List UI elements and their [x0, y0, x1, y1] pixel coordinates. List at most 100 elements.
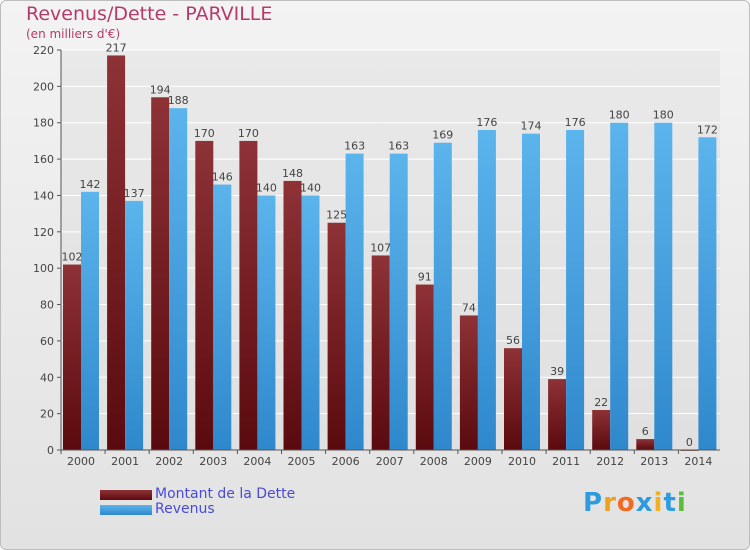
bar-revenus — [477, 130, 496, 450]
bar-debt-value-label: 217 — [106, 41, 127, 54]
bar-revenus — [169, 108, 188, 450]
x-tick-label: 2008 — [420, 455, 448, 468]
chart-title: Revenus/Dette - PARVILLE — [26, 3, 273, 25]
bar-revenus — [654, 122, 673, 451]
x-tick-label: 2013 — [640, 455, 668, 468]
x-tick-label: 2002 — [155, 455, 183, 468]
x-tick-label: 2000 — [67, 455, 95, 468]
legend-label-debt: Montant de la Dette — [155, 486, 296, 502]
legend-label-revenus: Revenus — [155, 501, 215, 517]
bar-debt — [283, 180, 302, 450]
legend-swatch-revenus — [100, 505, 152, 515]
x-tick-label: 2012 — [596, 455, 624, 468]
bar-debt-value-label: 22 — [594, 396, 608, 409]
bar-debt — [371, 255, 390, 450]
bar-revenus — [389, 153, 408, 451]
x-tick-label: 2003 — [199, 455, 227, 468]
logo-letter: t — [663, 488, 677, 518]
bar-revenus-value-label: 169 — [432, 129, 453, 142]
bar-revenus-value-label: 163 — [344, 140, 365, 153]
y-tick-label: 120 — [33, 226, 54, 239]
bar-debt-value-label: 102 — [62, 251, 83, 264]
bar-revenus-value-label: 140 — [256, 181, 277, 194]
bar-debt-value-label: 91 — [418, 271, 432, 284]
logo-letter: o — [616, 488, 636, 518]
bar-debt — [592, 410, 611, 450]
y-tick-label: 220 — [33, 44, 54, 57]
legend-swatch-debt — [100, 490, 152, 500]
bar-debt — [504, 348, 522, 450]
bar-debt-value-label: 74 — [462, 301, 476, 314]
x-tick-label: 2004 — [243, 455, 271, 468]
x-tick-label: 2007 — [376, 455, 404, 468]
bar-revenus-value-label: 146 — [212, 171, 233, 184]
bar-debt — [459, 315, 478, 450]
logo-letter: P — [583, 488, 604, 518]
y-tick-label: 80 — [40, 299, 54, 312]
bar-debt-value-label: 0 — [686, 436, 693, 449]
bar-debt — [151, 97, 170, 450]
bar-debt — [548, 379, 567, 450]
bar-debt-value-label: 148 — [282, 167, 303, 180]
bar-revenus-value-label: 140 — [300, 181, 321, 194]
y-tick-label: 180 — [33, 117, 54, 130]
bar-revenus — [610, 122, 629, 451]
bar-revenus-value-label: 142 — [80, 178, 101, 191]
bar-revenus-value-label: 180 — [653, 109, 674, 122]
bar-debt-value-label: 170 — [238, 127, 259, 140]
logo-letter: x — [635, 488, 654, 518]
logo-letter: r — [603, 488, 617, 518]
bar-debt-value-label: 125 — [326, 209, 347, 222]
proxiti-logo: Proxiti — [583, 488, 687, 518]
bar-debt-value-label: 170 — [194, 127, 215, 140]
bar-revenus — [125, 200, 144, 450]
y-tick-label: 20 — [40, 408, 54, 421]
bar-debt — [239, 140, 258, 450]
bar-revenus-value-label: 174 — [521, 120, 542, 133]
y-tick-label: 40 — [40, 371, 54, 384]
bar-debt — [636, 439, 655, 450]
bar-revenus — [698, 137, 717, 451]
data-labels: 1021422171371941881701461701401481401251… — [62, 41, 718, 449]
logo-letter: i — [676, 488, 687, 518]
bars — [63, 55, 717, 451]
bar-revenus — [81, 191, 99, 450]
bar-debt — [195, 140, 214, 450]
bar-revenus-value-label: 176 — [476, 116, 497, 129]
x-tick-label: 2010 — [508, 455, 536, 468]
bar-revenus — [301, 195, 320, 450]
bar-revenus-value-label: 163 — [388, 140, 409, 153]
x-tick-label: 2006 — [332, 455, 360, 468]
bar-debt-value-label: 194 — [150, 83, 171, 96]
bar-revenus-value-label: 188 — [168, 94, 189, 107]
bar-revenus — [433, 142, 452, 450]
y-tick-label: 160 — [33, 153, 54, 166]
y-tick-label: 0 — [47, 444, 54, 457]
bar-debt — [415, 284, 434, 450]
y-tick-label: 100 — [33, 262, 54, 275]
x-tick-label: 2014 — [684, 455, 712, 468]
x-tick-label: 2001 — [111, 455, 139, 468]
bar-revenus — [566, 130, 585, 450]
bar-debt-value-label: 6 — [642, 425, 649, 438]
bar-revenus — [345, 153, 364, 451]
bar-debt-value-label: 39 — [550, 365, 564, 378]
y-tick-label: 140 — [33, 189, 54, 202]
chart-subtitle: (en milliers d'€) — [26, 27, 121, 41]
x-tick-label: 2009 — [464, 455, 492, 468]
bar-debt — [107, 55, 126, 451]
bar-revenus — [213, 184, 232, 450]
bar-revenus-value-label: 176 — [565, 116, 586, 129]
y-tick-label: 200 — [33, 80, 54, 93]
bar-revenus-value-label: 137 — [124, 187, 145, 200]
bar-debt — [327, 222, 346, 450]
bar-debt — [63, 264, 81, 450]
bar-revenus — [522, 133, 540, 451]
bar-revenus-value-label: 180 — [609, 109, 630, 122]
bar-debt-value-label: 56 — [506, 334, 520, 347]
bar-revenus — [257, 195, 276, 450]
logo-letter: i — [653, 488, 664, 518]
y-tick-label: 60 — [40, 335, 54, 348]
